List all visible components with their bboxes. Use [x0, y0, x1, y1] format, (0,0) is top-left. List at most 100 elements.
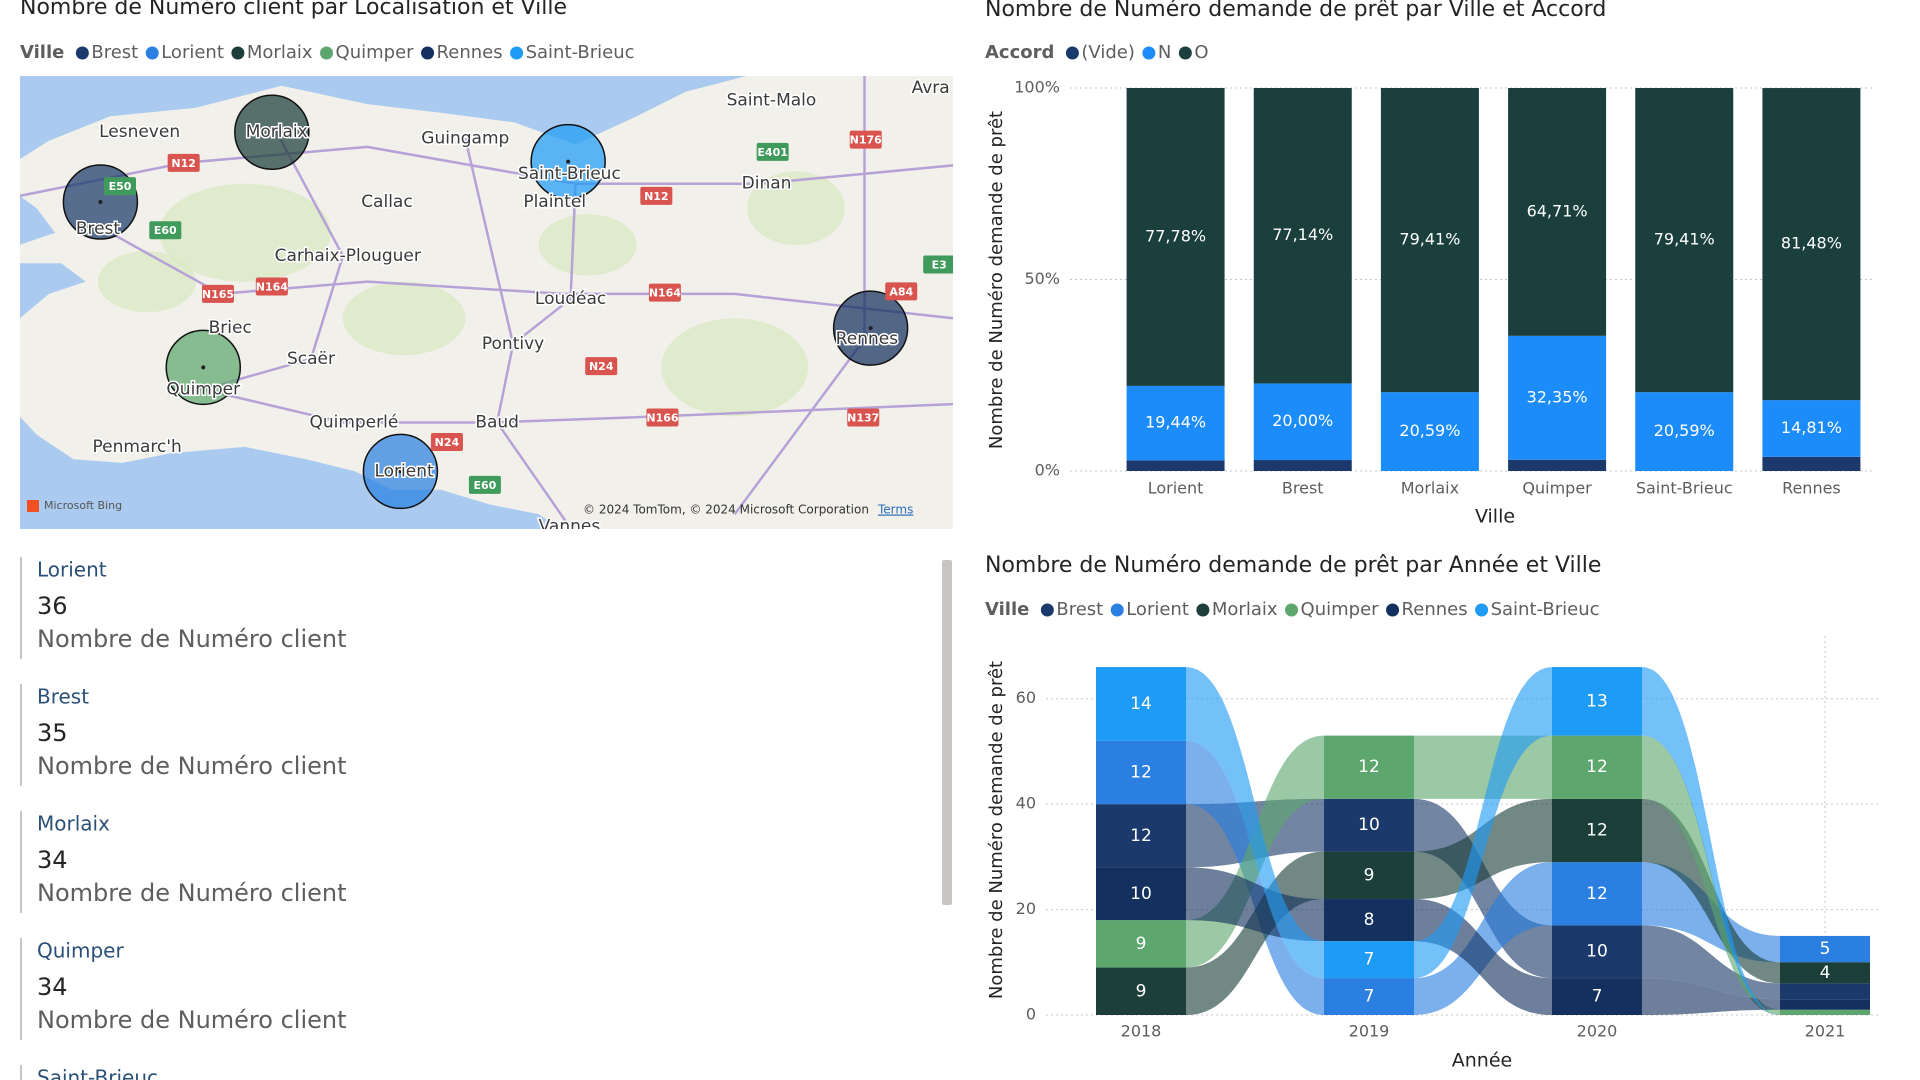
bar-segment [1762, 456, 1861, 471]
ribbon-segment [1096, 967, 1186, 1015]
map-road [109, 231, 953, 320]
bar-segment [1253, 88, 1352, 384]
ribbon-segment [1552, 798, 1642, 863]
place-label: Plaintel [523, 192, 586, 212]
legend-marker [1040, 603, 1054, 617]
data-label: 19,44% [1145, 413, 1206, 432]
map-woods [538, 214, 637, 276]
ribbon-segment [1324, 735, 1414, 799]
data-label: 10 [1130, 884, 1152, 904]
card-measure: Nombre de Numéro client [37, 625, 347, 653]
place-label: Avra [912, 78, 950, 98]
ribbon-segment [1096, 920, 1186, 968]
map-woods [342, 281, 466, 356]
x-tick-label: Quimper [1522, 479, 1592, 498]
map: N12 E60 N165 N164 E401 N176 N12 N164 A84 E3 N24 N24… [20, 76, 953, 529]
map-bubble-center [566, 159, 571, 164]
ribbon [1642, 978, 1780, 1015]
place-label: Lesneven [99, 122, 180, 142]
legend-label: Lorient [161, 42, 224, 63]
data-label: 12 [1358, 757, 1380, 777]
legend-marker [1178, 46, 1192, 60]
data-label: 79,41% [1654, 230, 1715, 249]
place-label: Morlaix [246, 122, 308, 142]
place-label: Briec [209, 318, 252, 338]
card-value: 34 [37, 973, 68, 1001]
place-label: Saint-Malo [727, 90, 817, 110]
bar-segment [1508, 335, 1607, 460]
road-label: E401 [757, 146, 787, 159]
bar-segment [1253, 460, 1352, 471]
ribbon-segment [1096, 740, 1186, 805]
card-category: Saint-Brieuc [37, 1066, 158, 1080]
ribbon [1186, 851, 1324, 1015]
road-shield [648, 283, 681, 302]
y-tick-label: 50% [1024, 269, 1060, 288]
road-label: E3 [932, 258, 947, 271]
x-tick-label: 2019 [1349, 1022, 1390, 1041]
chart-title: Nombre de Numéro client par Localisation… [20, 0, 567, 20]
data-label: 9 [1364, 865, 1375, 885]
bar-segment [1126, 460, 1225, 471]
bar-segment [1126, 385, 1225, 461]
place-label: Carhaix-Plouguer [275, 246, 421, 266]
legend-label: Rennes [437, 42, 503, 63]
legend-label: Saint-Brieuc [526, 42, 635, 63]
ribbon-segment [1324, 941, 1414, 979]
legend-marker [75, 46, 89, 60]
bar-segment [1635, 88, 1734, 393]
ribbon [1414, 735, 1552, 799]
map-attribution: Microsoft Bing [44, 499, 122, 512]
card-value: 36 [37, 592, 68, 620]
road-shield [585, 357, 618, 376]
map-road [733, 338, 866, 516]
bar-segment [1762, 88, 1861, 401]
card-measure: Nombre de Numéro client [37, 879, 347, 907]
road-label: N164 [649, 287, 682, 300]
bar-segment [1380, 392, 1479, 471]
legend-label: Quimper [336, 42, 415, 63]
data-label: 77,14% [1272, 225, 1333, 244]
x-tick-label: 2021 [1805, 1022, 1846, 1041]
ribbon-segment [1324, 798, 1414, 852]
legend-marker [1142, 46, 1156, 60]
place-label: Guingamp [421, 128, 509, 148]
legend-marker [1196, 603, 1210, 617]
data-label: 8 [1364, 910, 1375, 930]
ribbon [1186, 667, 1324, 979]
data-label: 12 [1586, 757, 1608, 777]
ribbon-segment [1552, 735, 1642, 799]
road-label: N12 [644, 190, 669, 203]
road-shield [885, 282, 918, 301]
x-axis-title: Année [1452, 1050, 1512, 1072]
card-measure: Nombre de Numéro client [37, 752, 347, 780]
map-woods [661, 318, 809, 417]
x-tick-label: Rennes [1782, 479, 1841, 498]
card-category: Quimper [37, 939, 124, 963]
road-shield [255, 277, 288, 296]
place-label: Quimper [166, 379, 240, 399]
map-road [512, 183, 577, 346]
scrollbar[interactable] [942, 560, 952, 905]
data-label: 20,00% [1272, 411, 1333, 430]
road-label: N166 [646, 412, 679, 425]
legend-marker [320, 46, 334, 60]
map-bubble-center [98, 200, 103, 205]
data-label: 5 [1820, 939, 1831, 959]
legend-marker [1110, 603, 1124, 617]
x-tick-label: Brest [1282, 479, 1324, 498]
bar-segment [1126, 88, 1225, 386]
road-label: E60 [473, 479, 496, 492]
card-category: Morlaix [37, 812, 110, 836]
road-label: A84 [889, 285, 913, 298]
ribbon-segment [1096, 804, 1186, 868]
bar-segment [1508, 459, 1607, 471]
data-label: 7 [1364, 950, 1375, 970]
card-list: Lorient 36 Nombre de Numéro client Brest 35 N… [20, 557, 347, 1080]
legend-marker [145, 46, 159, 60]
legend-title: Ville [985, 599, 1029, 620]
legend-label: Brest [1056, 599, 1103, 620]
road-shield [646, 408, 679, 427]
road-label: E50 [109, 180, 132, 193]
legend-label: Morlaix [247, 42, 313, 63]
